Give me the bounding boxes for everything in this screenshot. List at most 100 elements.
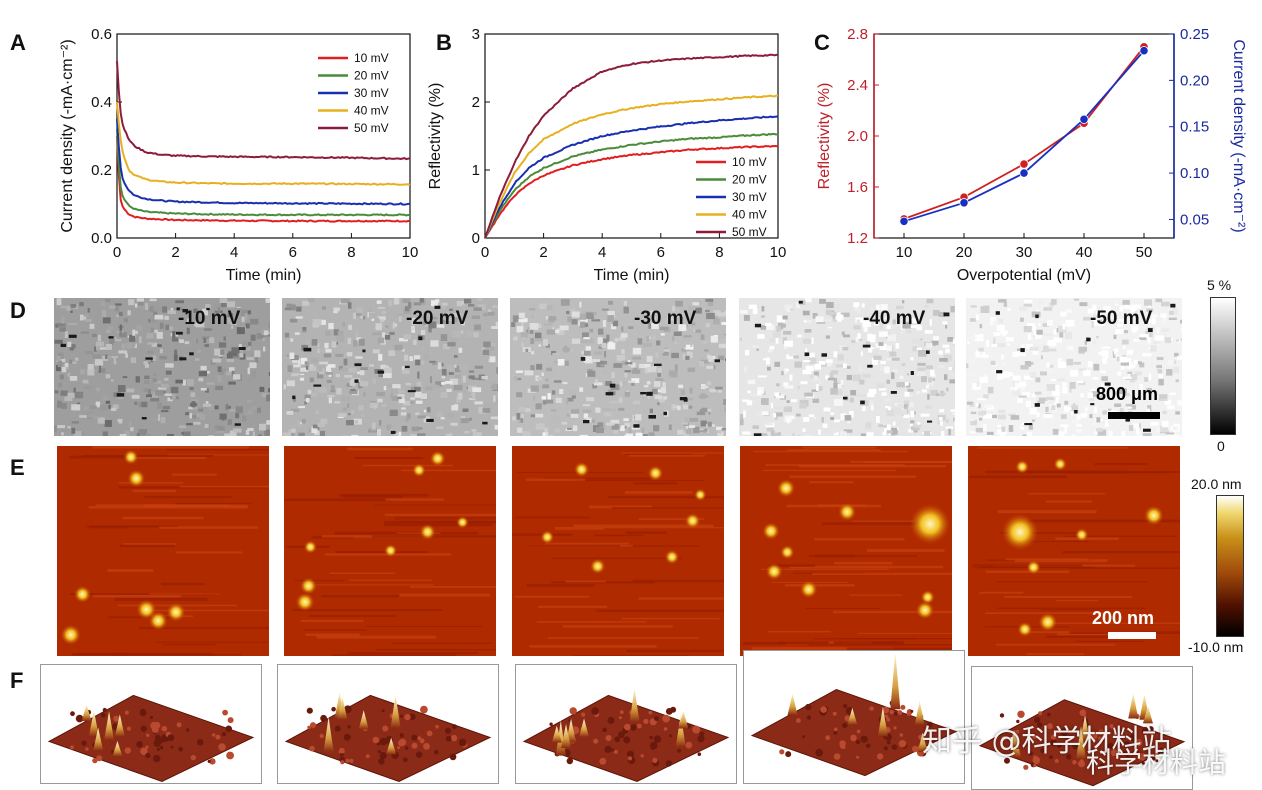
afm-stripe [979,592,1023,594]
map-speckle [454,355,458,358]
y-right-tick-label: 0.05 [1180,211,1209,228]
map-speckle [217,375,221,382]
map-speckle [893,422,896,426]
afm-stripe [306,634,360,637]
map-speckle [835,304,841,311]
map-speckle [1161,302,1170,307]
map-speckle [940,421,943,425]
map-speckle [572,312,580,318]
map-speckle [374,405,376,410]
surface-texture [877,753,883,759]
map-speckle [763,358,770,360]
surface-texture [685,742,692,749]
y-tick-label: 0.6 [91,26,112,43]
map-speckle [704,350,708,352]
y-right-tick-label: 0.25 [1180,26,1209,43]
map-speckle [579,387,583,392]
map-speckle [132,395,140,399]
surface-texture [893,726,896,729]
map-speckle [351,389,356,391]
map-speckle [257,408,261,414]
surface-texture [366,754,370,758]
surface-texture [113,716,119,722]
map-speckle [1035,334,1042,339]
map-speckle [656,353,659,358]
series-point-current-density [900,217,908,225]
map-speckle [1008,308,1011,311]
map-speckle [417,382,422,387]
map-speckle [139,336,142,343]
surface-texture [162,726,168,732]
map-speckle [627,413,630,416]
afm-stripe [144,505,248,508]
map-speckle [905,382,909,385]
afm-stripe [1075,641,1143,642]
map-dark-spot [843,397,848,400]
map-speckle [305,361,308,363]
map-speckle [124,318,128,322]
map-speckle [358,405,363,410]
map-speckle [798,435,801,436]
surface-texture [378,750,381,753]
surface-texture [899,740,906,747]
afm-stripe [340,494,429,497]
map-speckle [1067,346,1073,351]
map-speckle [949,367,952,370]
afm-stripe [145,496,232,498]
surface-texture [76,715,84,723]
map-speckle [816,384,818,391]
map-speckle [939,365,945,368]
map-speckle [60,391,68,396]
map-speckle [681,390,685,395]
map-speckle [285,308,292,311]
map-speckle [887,334,896,341]
map-speckle [128,310,131,315]
surface-texture [70,711,75,716]
surface-texture [70,745,74,749]
map-speckle [381,405,386,407]
map-speckle [458,393,463,400]
afm-particle [777,479,795,497]
surface-texture [417,736,421,740]
map-speckle [135,325,143,331]
map-speckle [452,331,461,338]
map-speckle [1128,407,1132,409]
legend-label-20-mv: 20 mV [354,69,389,83]
map-dark-spot [726,359,727,361]
map-dark-spot [863,345,871,348]
afm-stripe [548,637,699,639]
map-speckle [595,379,597,383]
map-speckle [920,338,923,340]
afm-stripe [996,581,1149,582]
map-speckle [594,351,603,355]
map-dark-spot [176,332,183,335]
map-speckle [571,319,577,324]
map-speckle [722,428,726,430]
surface-texture [167,734,174,741]
map-speckle [351,410,354,414]
map-speckle [481,376,488,379]
map-speckle [363,392,365,397]
map-speckle [103,431,108,436]
map-speckle [674,332,682,336]
afm-particle [685,513,700,528]
afm-stripe [626,531,667,534]
afm-stripe [107,569,153,572]
map-speckle [388,300,392,307]
map-speckle [246,430,249,435]
map-speckle [226,404,228,410]
surface-texture [451,735,457,741]
map-speckle [493,384,498,390]
map-speckle [230,425,234,429]
surface-texture [400,733,404,737]
map-speckle [353,340,357,346]
map-speckle [296,307,301,312]
map-speckle [1093,340,1096,346]
legend-label-50-mv: 50 mV [354,121,389,135]
map-speckle [283,432,291,436]
map-speckle [113,422,119,424]
map-speckle [675,301,683,307]
map-speckle [328,364,336,368]
map-speckle [894,408,902,415]
map-speckle [742,432,750,435]
